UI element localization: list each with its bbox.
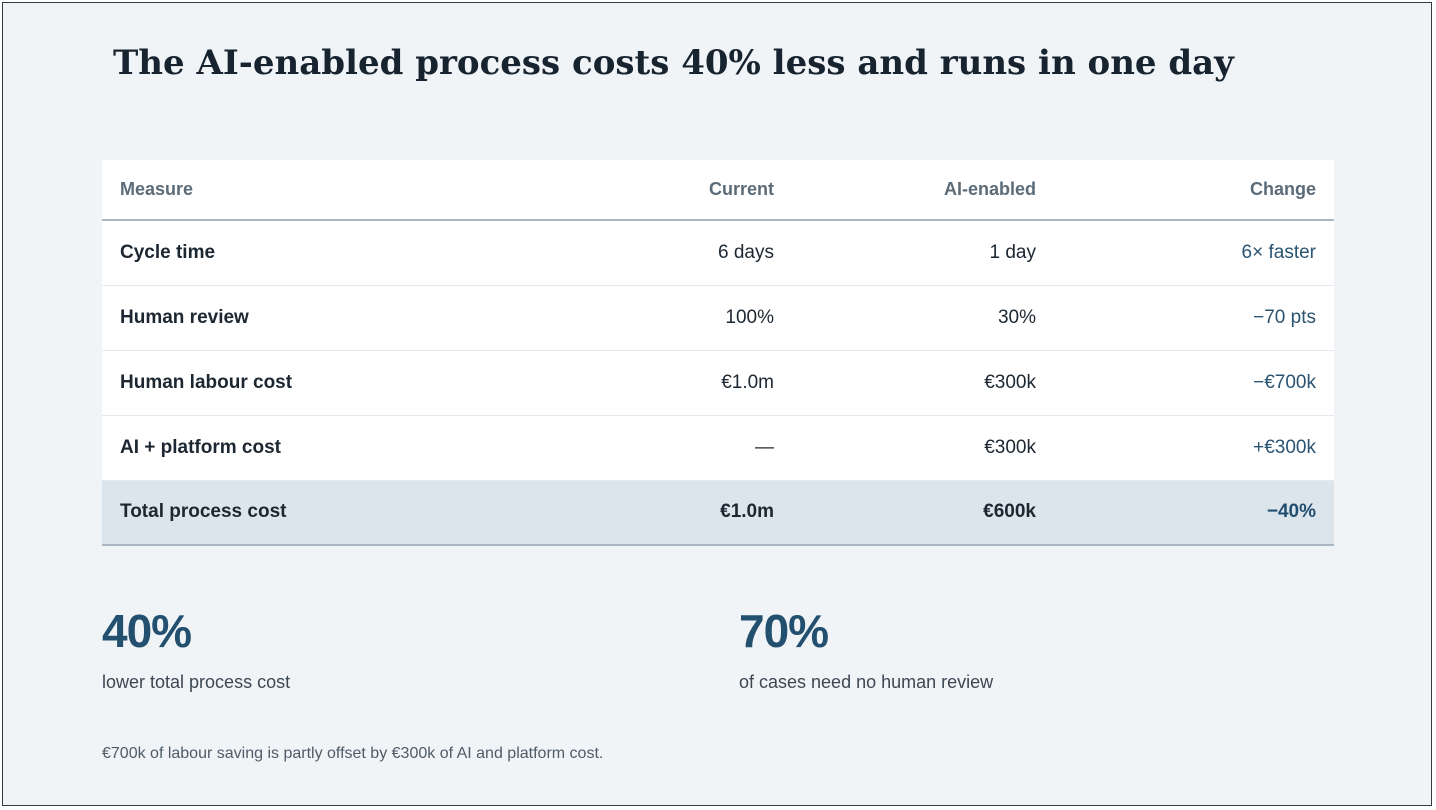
table-row: Cycle time 6 days 1 day 6× faster [102,220,1334,286]
row-change: −70 pts [1054,285,1334,351]
footnote: €700k of labour saving is partly offset … [102,745,604,762]
stat-label: of cases need no human review [739,672,994,692]
row-measure: Cycle time [102,220,522,286]
row-measure: AI + platform cost [102,415,522,481]
row-change: +€300k [1054,415,1334,481]
stat-cost-reduction: 40% lower total process cost [102,608,290,693]
row-current: — [522,415,792,481]
row-measure: Human review [102,285,522,351]
header-current: Current [522,160,792,221]
row-ai-enabled: 30% [792,285,1054,351]
total-change: −40% [1054,480,1334,546]
header-ai-enabled: AI-enabled [792,160,1054,221]
header-change: Change [1054,160,1334,221]
header-measure: Measure [102,160,522,221]
row-change: −€700k [1054,350,1334,416]
table-header-row: Measure Current AI-enabled Change [102,160,1334,221]
row-current: 100% [522,285,792,351]
table-row: AI + platform cost — €300k +€300k [102,415,1334,481]
total-current: €1.0m [522,480,792,546]
page-title: The AI-enabled process costs 40% less an… [113,43,1234,83]
row-current: €1.0m [522,350,792,416]
row-change: 6× faster [1054,220,1334,286]
row-ai-enabled: €300k [792,415,1054,481]
row-ai-enabled: 1 day [792,220,1054,286]
stat-no-review: 70% of cases need no human review [739,608,993,693]
stat-label: lower total process cost [102,672,291,692]
total-measure: Total process cost [102,480,522,546]
comparison-table-container: Measure Current AI-enabled Change Cycle … [102,160,1334,546]
total-ai-enabled: €600k [792,480,1054,546]
table-row: Human review 100% 30% −70 pts [102,285,1334,351]
table-row: Human labour cost €1.0m €300k −€700k [102,350,1334,416]
comparison-table: Measure Current AI-enabled Change Cycle … [102,160,1334,546]
table-total-row: Total process cost €1.0m €600k −40% [102,480,1334,546]
row-ai-enabled: €300k [792,350,1054,416]
row-measure: Human labour cost [102,350,522,416]
stat-value: 40% [102,605,192,657]
row-current: 6 days [522,220,792,286]
stat-value: 70% [739,605,829,657]
